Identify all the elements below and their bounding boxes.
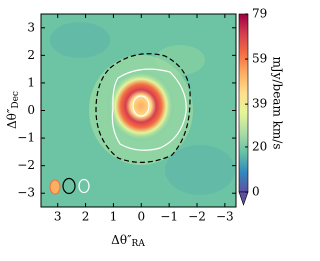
y-tick-label: 2 xyxy=(27,48,35,62)
colorbar xyxy=(238,13,249,193)
y-tick-label: −1 xyxy=(17,131,35,145)
x-axis-label: Δθ″RA xyxy=(111,233,145,249)
x-tick-label: −1 xyxy=(160,210,178,224)
colorbar-label: mJy/beam km/s xyxy=(271,57,285,150)
y-axis-label: Δθ″Dec xyxy=(5,91,21,129)
x-tick-label: 3 xyxy=(54,210,62,224)
colorbar-tick-label: 59 xyxy=(252,52,267,66)
y-tick-label: −3 xyxy=(17,186,35,200)
x-tick-label: 1 xyxy=(110,210,118,224)
y-tick-label: 1 xyxy=(27,75,35,89)
x-tick-label: 2 xyxy=(82,210,90,224)
colorbar-tick-label: 0 xyxy=(252,185,260,199)
colorbar-extend xyxy=(238,191,249,206)
colorbar-tick-label: 79 xyxy=(252,7,267,21)
x-tick-label: −3 xyxy=(216,210,234,224)
colorbar-tick-label: 39 xyxy=(252,97,267,111)
chart: Δθ″RA Δθ″Dec mJy/beam km/s 3 2 1 0 −1 −2 −3−3−… xyxy=(5,7,285,249)
x-tick-label: 0 xyxy=(137,210,145,224)
y-tick-label: 3 xyxy=(27,20,35,34)
map xyxy=(41,14,236,207)
x-tick-label: −2 xyxy=(188,210,206,224)
y-tick-label: −2 xyxy=(17,158,35,172)
colorbar-tick-label: 20 xyxy=(252,139,267,153)
y-tick-label: 0 xyxy=(27,103,35,117)
